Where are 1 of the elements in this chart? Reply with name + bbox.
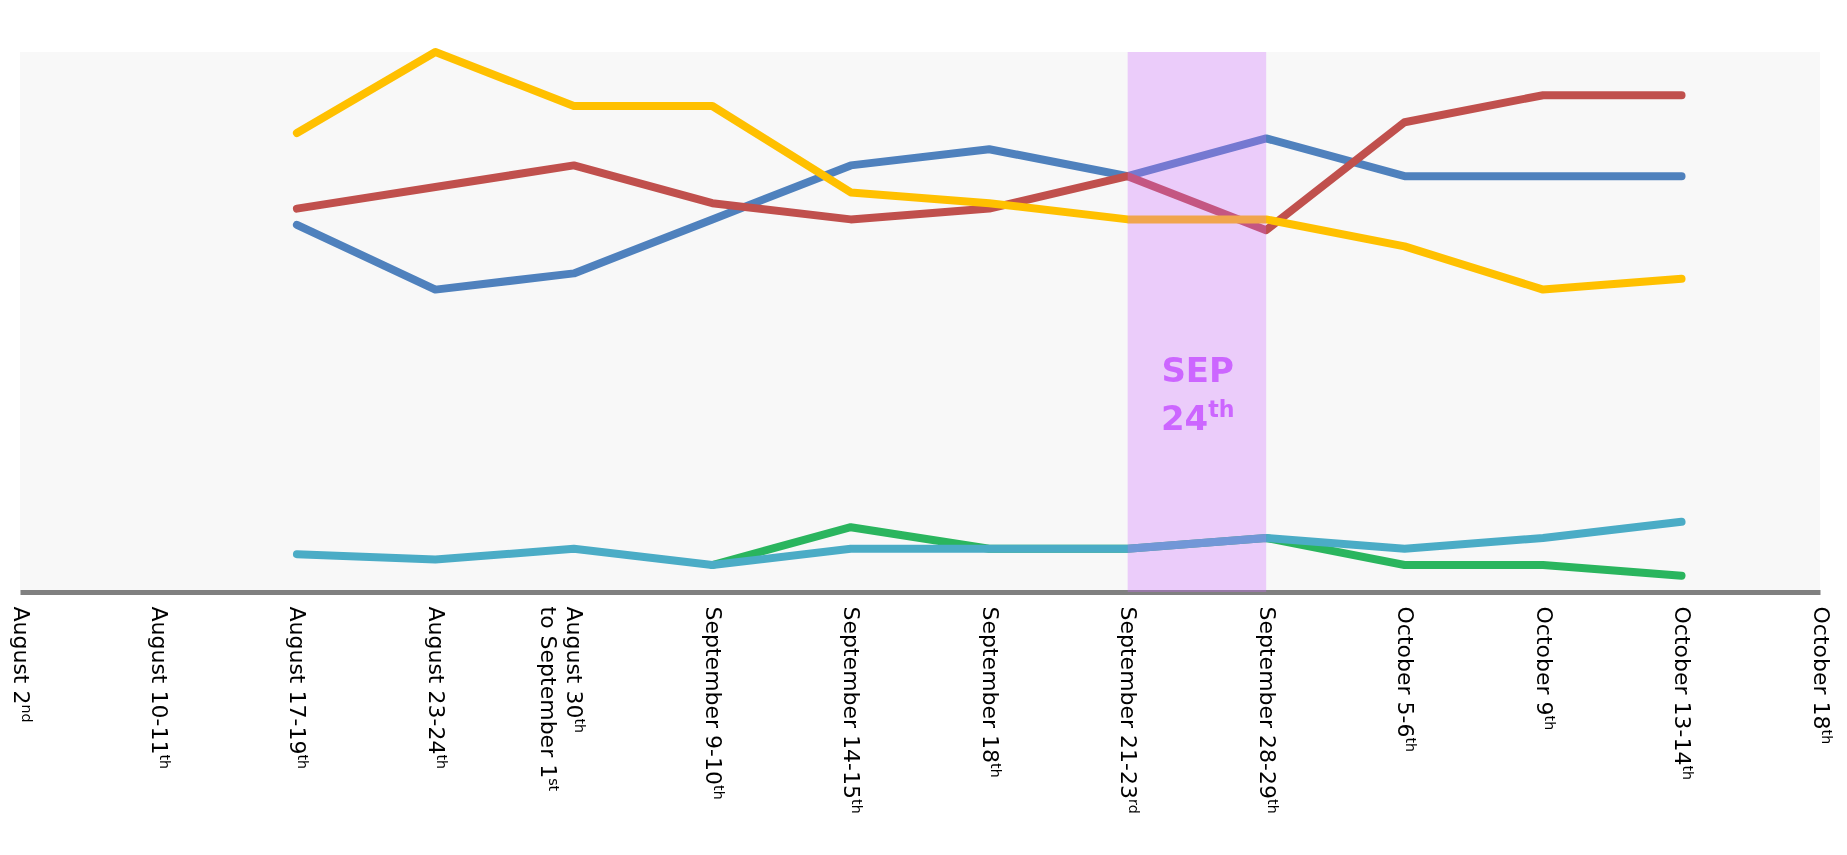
band-label: SEP 24$^{th}$ <box>1160 350 1235 438</box>
